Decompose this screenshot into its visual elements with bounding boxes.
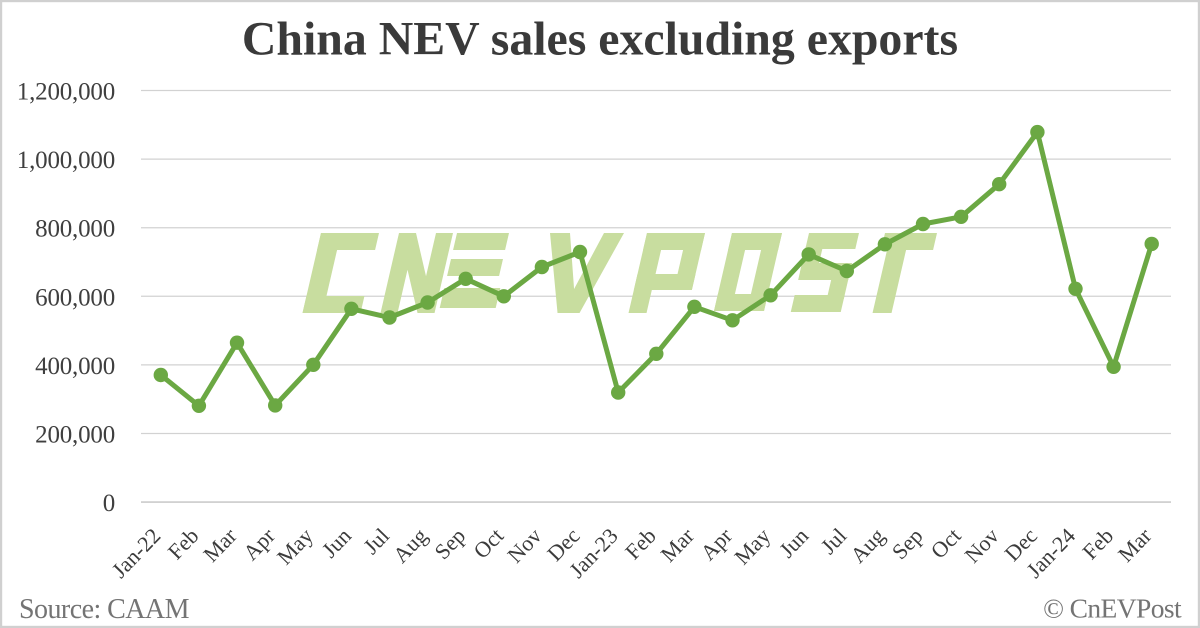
svg-text:800,000: 800,000 xyxy=(35,216,115,243)
svg-text:China NEV sales excluding expo: China NEV sales excluding exports xyxy=(242,12,958,65)
svg-text:© CnEVPost: © CnEVPost xyxy=(1043,593,1182,624)
svg-text:200,000: 200,000 xyxy=(35,422,115,449)
svg-text:600,000: 600,000 xyxy=(35,284,115,311)
svg-text:1,200,000: 1,200,000 xyxy=(17,79,115,106)
svg-text:Source: CAAM: Source: CAAM xyxy=(19,594,190,625)
svg-text:400,000: 400,000 xyxy=(35,353,115,380)
svg-text:0: 0 xyxy=(103,490,115,517)
svg-text:1,000,000: 1,000,000 xyxy=(17,147,115,174)
